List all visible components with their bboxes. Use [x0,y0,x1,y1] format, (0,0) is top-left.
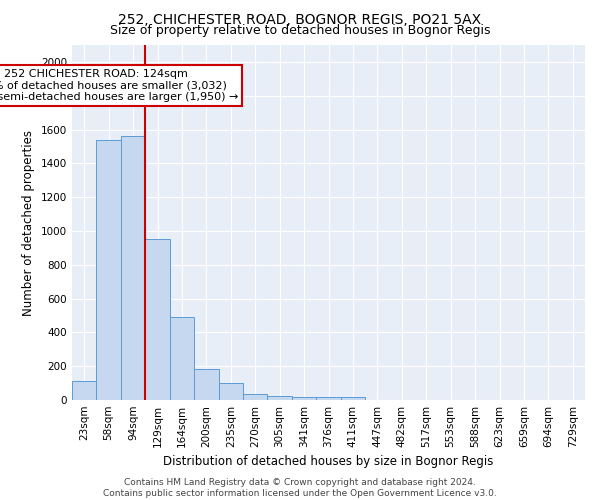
Bar [145,240,170,400]
Bar [72,382,97,400]
Bar [218,383,243,400]
Text: Contains HM Land Registry data © Crown copyright and database right 2024.
Contai: Contains HM Land Registry data © Crown c… [103,478,497,498]
Bar [97,140,121,400]
Text: Size of property relative to detached houses in Bognor Regis: Size of property relative to detached ho… [110,24,490,37]
Text: 252, CHICHESTER ROAD, BOGNOR REGIS, PO21 5AX: 252, CHICHESTER ROAD, BOGNOR REGIS, PO21… [118,12,482,26]
Bar [316,398,341,400]
Bar [341,398,365,400]
Bar [243,394,268,400]
X-axis label: Distribution of detached houses by size in Bognor Regis: Distribution of detached houses by size … [163,456,494,468]
Bar [121,136,145,400]
Y-axis label: Number of detached properties: Number of detached properties [22,130,35,316]
Bar [292,398,316,400]
Bar [194,368,218,400]
Bar [268,396,292,400]
Text: 252 CHICHESTER ROAD: 124sqm
← 61% of detached houses are smaller (3,032)
39% of : 252 CHICHESTER ROAD: 124sqm ← 61% of det… [0,68,238,102]
Bar [170,317,194,400]
